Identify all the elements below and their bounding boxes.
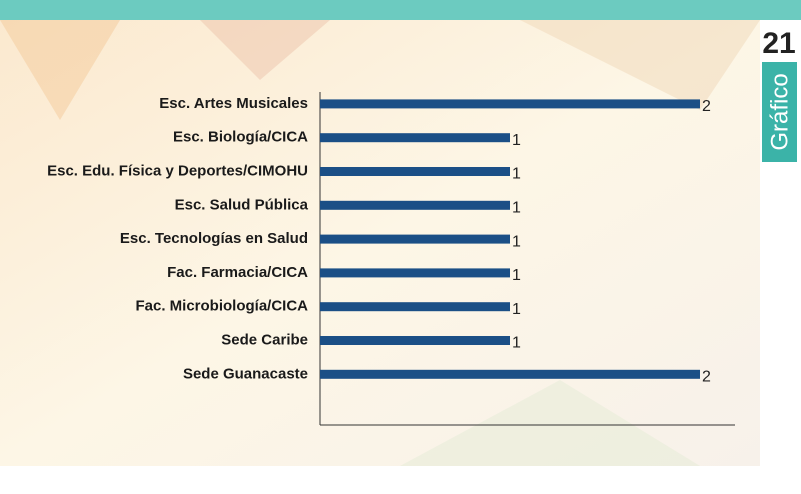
bar: [320, 133, 510, 142]
category-label: Esc. Artes Musicales: [159, 95, 308, 112]
category-label: Esc. Edu. Física y Deportes/CIMOHU: [47, 162, 308, 179]
badge-number: 21: [762, 27, 795, 60]
category-label: Sede Caribe: [221, 331, 308, 348]
data-label: 1: [512, 200, 521, 217]
bar: [320, 302, 510, 311]
bar: [320, 235, 510, 244]
category-label: Fac. Microbiología/CICA: [135, 298, 308, 315]
category-label: Esc. Tecnologías en Salud: [120, 230, 308, 247]
bar: [320, 167, 510, 176]
category-label: Fac. Farmacia/CICA: [167, 264, 308, 281]
category-label: Esc. Salud Pública: [175, 196, 309, 213]
data-label: 1: [512, 132, 521, 149]
data-label: 2: [702, 98, 711, 115]
badge-label: Gráfico: [766, 73, 793, 150]
data-label: 1: [512, 233, 521, 250]
data-label: 1: [512, 301, 521, 318]
data-label: 1: [512, 267, 521, 284]
top-band: [0, 0, 801, 20]
bar: [320, 201, 510, 210]
category-label: Sede Guanacaste: [183, 365, 308, 382]
data-label: 2: [702, 369, 711, 386]
data-label: 1: [512, 335, 521, 352]
chart: 21 Gráfico Esc. Artes Musicales2Esc. Bio…: [0, 0, 801, 489]
bar: [320, 336, 510, 345]
bar: [320, 268, 510, 277]
bar: [320, 370, 700, 379]
bar: [320, 99, 700, 108]
data-label: 1: [512, 166, 521, 183]
category-label: Esc. Biología/CICA: [173, 129, 308, 146]
